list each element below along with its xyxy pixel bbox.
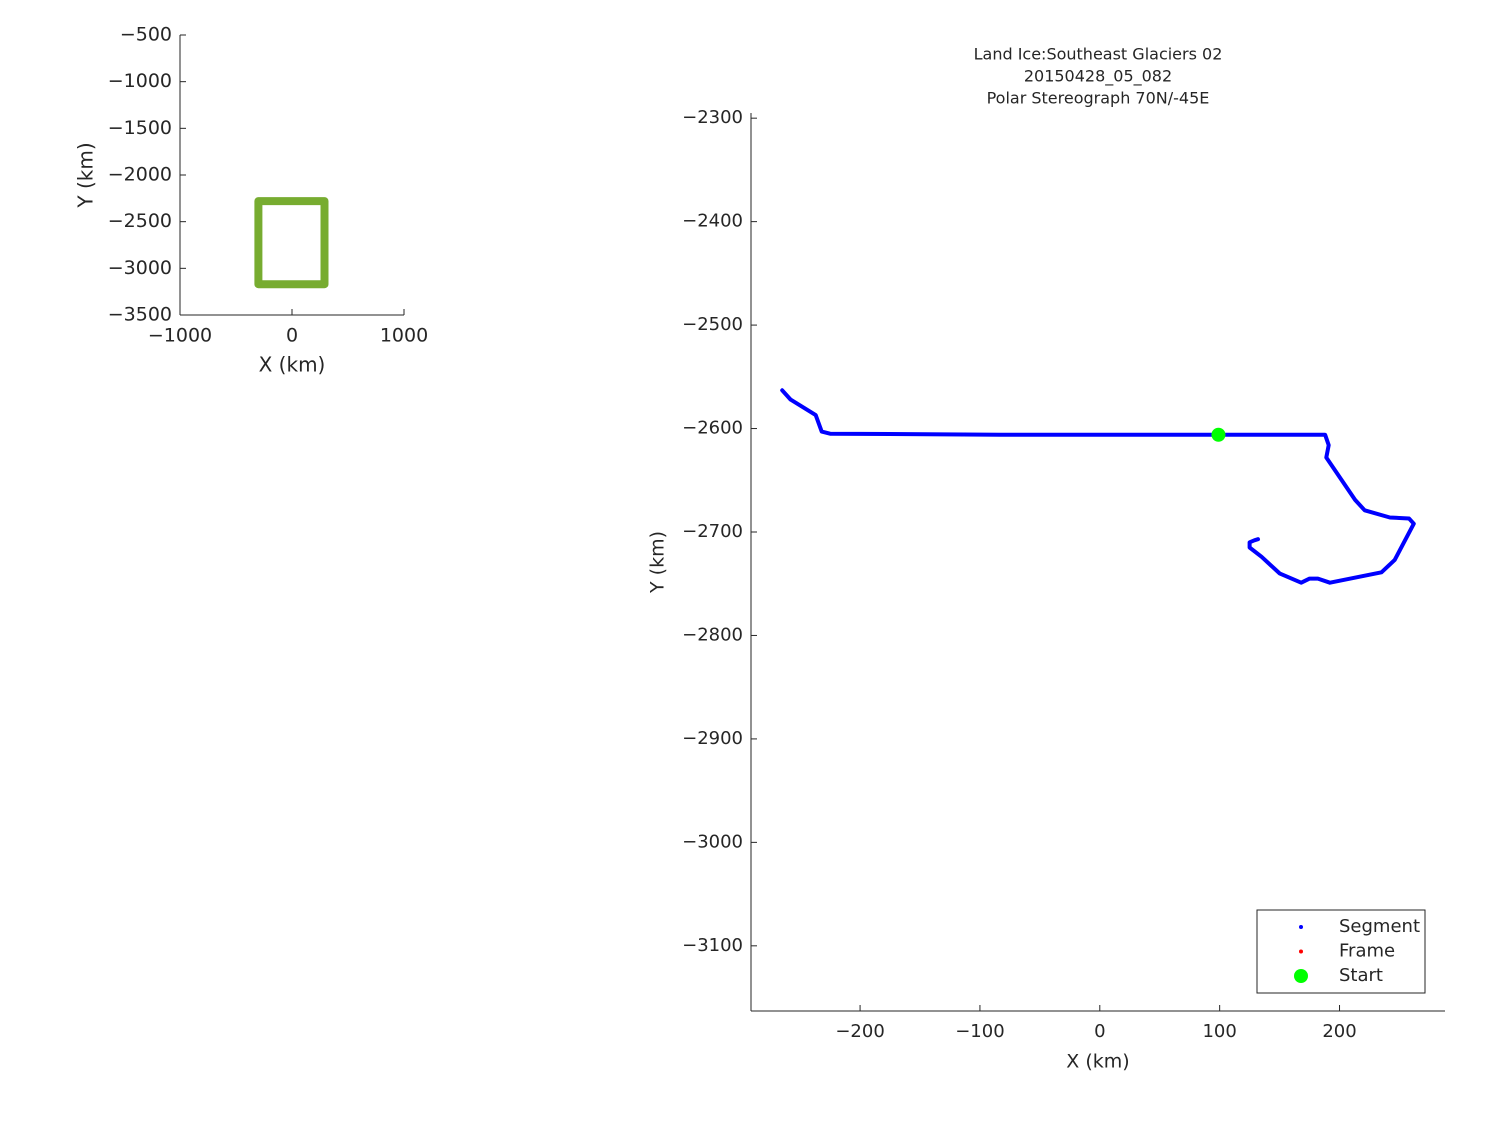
x-tick-label: 100 [1202,1021,1236,1042]
y-tick-label: −2500 [108,210,172,232]
y-tick-label: −2400 [682,211,743,232]
x-tick-label: 0 [286,325,298,347]
track [254,197,329,289]
y-tick-label: −1500 [108,117,172,139]
y-tick-label: −1000 [108,70,172,92]
track [780,388,1416,585]
y-tick-label: −2900 [682,728,743,749]
legend-label: Frame [1339,941,1395,962]
y-tick-label: −2700 [682,521,743,542]
chart-title: Polar Stereograph 70N/-45E [987,89,1210,108]
chart-title: 20150428_05_082 [1024,67,1172,87]
x-tick-label: 0 [1094,1021,1105,1042]
y-tick-label: −2800 [682,624,743,645]
legend-box [1256,909,1426,994]
chart-title: Land Ice:Southeast Glaciers 02 [974,45,1223,64]
x-tick-label: −1000 [148,325,212,347]
y-tick-label: −2000 [108,164,172,186]
y-tick-label: −500 [120,24,172,46]
y-tick-label: −3000 [108,257,172,279]
x-tick-label: 200 [1322,1021,1356,1042]
x-tick-label: −100 [955,1021,1004,1042]
start-marker [1211,427,1226,442]
y-axis-label: Y (km) [647,531,669,594]
y-tick-label: −2300 [682,107,743,128]
x-tick-label: −200 [835,1021,884,1042]
legend-label: Segment [1339,916,1420,937]
y-tick-label: −3500 [108,304,172,326]
x-axis-label: X (km) [1066,1051,1129,1073]
y-tick-label: −2600 [682,418,743,439]
legend-label: Start [1339,965,1383,986]
y-tick-label: −3100 [682,935,743,956]
legend-marker [1299,949,1303,954]
y-tick-label: −3000 [682,831,743,852]
x-tick-label: 1000 [380,325,428,347]
y-axis-label: Y (km) [74,142,98,208]
x-axis-label: X (km) [259,353,326,377]
y-tick-label: −2500 [682,314,743,335]
legend-marker [1299,925,1303,929]
legend-marker [1294,969,1308,983]
